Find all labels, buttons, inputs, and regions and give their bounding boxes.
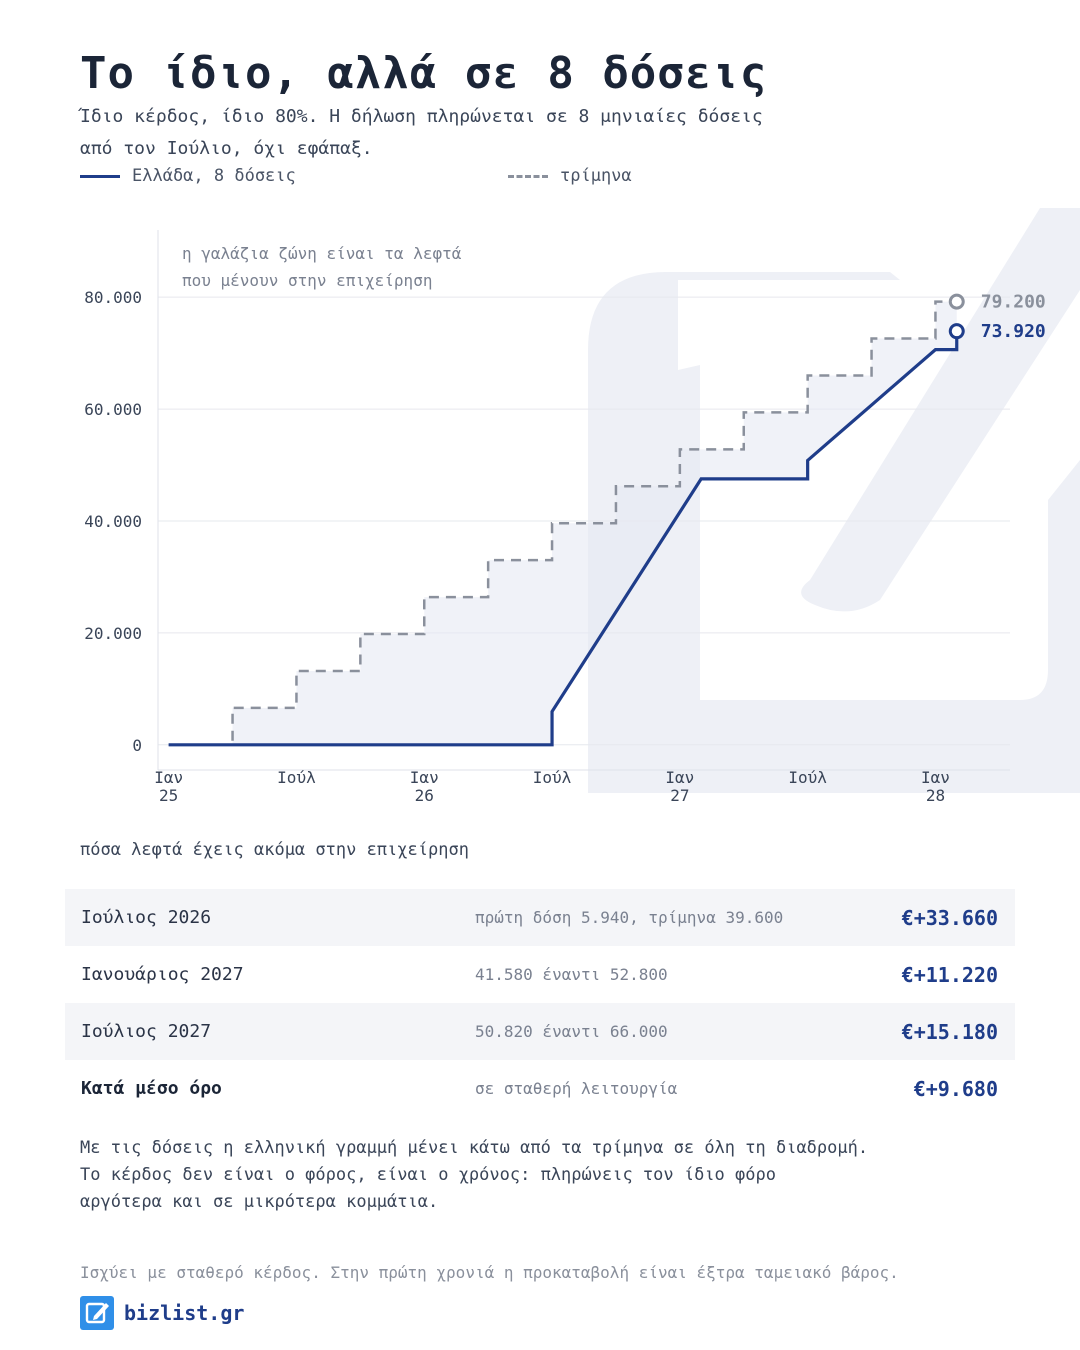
row-note: 50.820 έναντι 66.000 bbox=[475, 1022, 668, 1041]
x-tick-label: 28 bbox=[926, 786, 945, 805]
explanation-line-1: Με τις δόσεις η ελληνική γραμμή μένει κά… bbox=[80, 1138, 869, 1158]
row-note: πρώτη δόση 5.940, τρίμηνα 39.600 bbox=[475, 908, 784, 927]
row-value: €+9.680 bbox=[913, 1076, 998, 1101]
page-title: Το ίδιο, αλλά σε 8 δόσεις bbox=[80, 48, 768, 99]
page-subtitle: Ίδιο κέρδος, ίδιο 80%. Η δήλωση πληρώνετ… bbox=[80, 106, 763, 159]
brand-name: bizlist.gr bbox=[124, 1301, 245, 1325]
y-tick-label: 20.000 bbox=[84, 624, 142, 643]
comparison-table: Ιούλιος 2026 πρώτη δόση 5.940, τρίμηνα 3… bbox=[65, 889, 1015, 1117]
row-note: σε σταθερή λειτουργία bbox=[475, 1079, 678, 1098]
y-tick-label: 80.000 bbox=[84, 288, 142, 307]
x-tick-label: 25 bbox=[159, 786, 178, 805]
annotation: η γαλάζια ζώνη είναι τα λεφτά που μένουν… bbox=[182, 244, 462, 290]
brand[interactable]: bizlist.gr bbox=[80, 1296, 244, 1330]
table-row: Ιούλιος 2026 πρώτη δόση 5.940, τρίμηνα 3… bbox=[65, 889, 1015, 946]
x-tick-label: Ιούλ bbox=[277, 768, 316, 787]
series-end-label: 79.200 bbox=[981, 292, 1046, 313]
explanation-line-3: αργότερα και σε μικρότερα κομμάτια. bbox=[80, 1192, 439, 1212]
legend-swatch-dashed bbox=[508, 174, 548, 178]
row-value: €+15.180 bbox=[901, 1019, 998, 1044]
legend-label-quarterly: τρίμηνα bbox=[560, 166, 632, 186]
x-tick-label: Ιαν bbox=[921, 768, 950, 787]
explanation-line-2: Το κέρδος δεν είναι ο φόρος, είναι ο χρό… bbox=[80, 1165, 776, 1185]
series-lines bbox=[168, 300, 959, 747]
footnote: Ισχύει με σταθερό κέρδος. Στην πρώτη χρο… bbox=[80, 1263, 899, 1282]
row-label: Ιούλιος 2027 bbox=[81, 1021, 212, 1042]
explanation-text: Με τις δόσεις η ελληνική γραμμή μένει κά… bbox=[80, 1135, 1020, 1216]
legend-item-greece: Ελλάδα, 8 δόσεις bbox=[80, 164, 296, 188]
legend-swatch-solid bbox=[80, 174, 120, 178]
watermark-shape bbox=[588, 272, 1080, 793]
table-row-average: Κατά μέσο όρο σε σταθερή λειτουργία €+9.… bbox=[65, 1060, 1015, 1117]
series-end-marker bbox=[948, 293, 965, 310]
series-line-greece bbox=[168, 331, 959, 747]
edit-square-icon bbox=[80, 1296, 114, 1330]
x-tick-label: Ιαν bbox=[665, 768, 694, 787]
series-line-quarterly bbox=[168, 300, 957, 747]
row-value: €+33.660 bbox=[901, 905, 998, 930]
y-tick-label: 60.000 bbox=[84, 400, 142, 419]
table-caption: πόσα λεφτά έχεις ακόμα στην επιχείρηση bbox=[80, 840, 469, 860]
row-label: Κατά μέσο όρο bbox=[81, 1078, 222, 1099]
legend-item-quarterly: τρίμηνα bbox=[508, 164, 632, 188]
legend-label-greece: Ελλάδα, 8 δόσεις bbox=[132, 166, 296, 186]
end-labels: 79.200 73.920 bbox=[948, 292, 1046, 342]
y-tick-label: 0 bbox=[132, 736, 142, 755]
annotation-line-2: που μένουν στην επιχείρηση bbox=[182, 271, 432, 290]
table-row: Ιούλιος 2027 50.820 έναντι 66.000 €+15.1… bbox=[65, 1003, 1015, 1060]
x-tick-label: 27 bbox=[670, 786, 689, 805]
brand-watermark bbox=[588, 208, 1080, 793]
row-label: Ιούλιος 2026 bbox=[81, 907, 212, 928]
row-note: 41.580 έναντι 52.800 bbox=[475, 965, 668, 984]
table-row: Ιανουάριος 2027 41.580 έναντι 52.800 €+1… bbox=[65, 946, 1015, 1003]
row-value: €+11.220 bbox=[901, 962, 998, 987]
y-tick-label: 40.000 bbox=[84, 512, 142, 531]
series-end-marker bbox=[948, 323, 965, 340]
x-tick-label: Ιαν bbox=[410, 768, 439, 787]
x-tick-label: 26 bbox=[415, 786, 434, 805]
x-tick-label: Ιούλ bbox=[533, 768, 572, 787]
x-tick-label: Ιούλ bbox=[788, 768, 827, 787]
row-label: Ιανουάριος 2027 bbox=[81, 964, 244, 985]
x-tick-label: Ιαν bbox=[154, 768, 183, 787]
series-end-label: 73.920 bbox=[981, 321, 1046, 342]
annotation-line-1: η γαλάζια ζώνη είναι τα λεφτά bbox=[182, 244, 462, 263]
watermark-pen bbox=[801, 208, 1080, 612]
